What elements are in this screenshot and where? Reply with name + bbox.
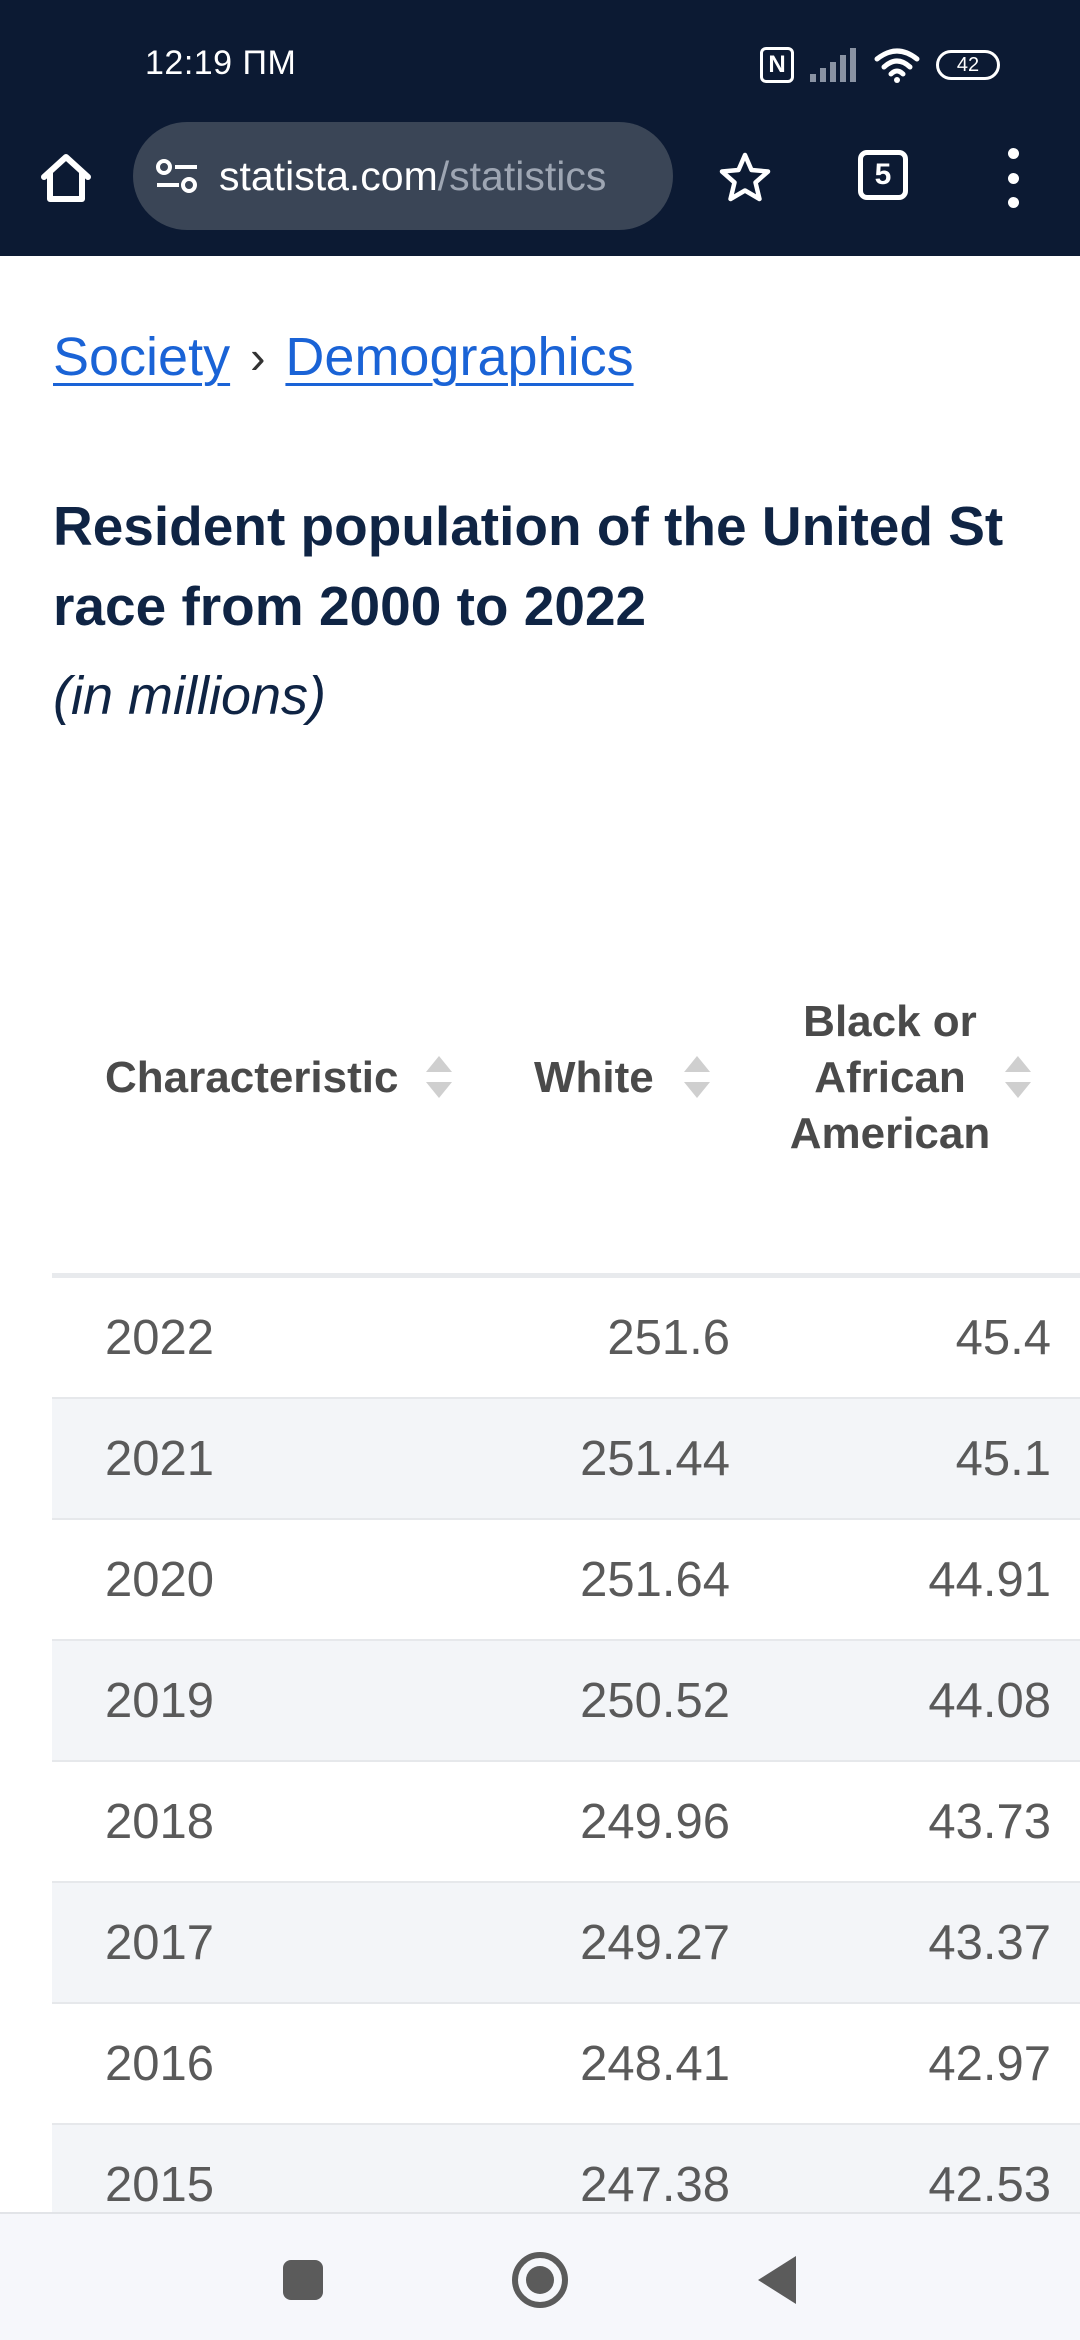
- cell-white: 251.6: [607, 1311, 730, 1365]
- cell-year: 2015: [105, 2158, 215, 2212]
- table-row: 2019 250.52 44.08: [52, 1641, 1080, 1762]
- url-path: /statistics: [437, 152, 607, 199]
- cell-year: 2020: [105, 1553, 215, 1607]
- cell-white: 249.96: [580, 1795, 730, 1849]
- cell-year: 2016: [105, 2037, 215, 2091]
- cell-year: 2018: [105, 1795, 215, 1849]
- page-title: Resident population of the United St rac…: [53, 486, 1080, 646]
- site-settings-icon[interactable]: [155, 154, 199, 198]
- table-row: 2022 251.6 45.4: [52, 1278, 1080, 1399]
- cell-black: 42.97: [928, 2037, 1051, 2091]
- cell-black: 43.73: [928, 1795, 1051, 1849]
- home-icon: [41, 154, 91, 202]
- table-header-divider: [52, 1273, 1080, 1278]
- cell-black: 44.08: [928, 1674, 1051, 1728]
- table-row: 2020 251.64 44.91: [52, 1520, 1080, 1641]
- cell-white: 250.52: [580, 1674, 730, 1728]
- back-button[interactable]: [758, 2256, 796, 2304]
- breadcrumb: Society › Demographics: [53, 326, 634, 388]
- column-header-black-line3: American: [789, 1109, 991, 1158]
- column-header-black-line2: African: [814, 1053, 966, 1102]
- cell-white: 251.64: [580, 1553, 730, 1607]
- cell-white: 249.27: [580, 1916, 730, 1970]
- breadcrumb-society[interactable]: Society: [53, 327, 231, 387]
- column-header-white[interactable]: White: [534, 1053, 654, 1102]
- cell-white: 247.38: [580, 2158, 730, 2212]
- cell-black: 43.37: [928, 1916, 1051, 1970]
- column-header-black-line1: Black or: [803, 997, 977, 1046]
- column-header-characteristic[interactable]: Characteristic: [105, 1053, 399, 1102]
- page-subtitle: (in millions): [53, 666, 327, 726]
- tabs-icon[interactable]: 5: [858, 150, 908, 200]
- column-header-black[interactable]: Black or African American: [770, 994, 1010, 1162]
- cell-white: 251.44: [580, 1432, 730, 1486]
- sort-characteristic-icon[interactable]: [426, 1056, 452, 1098]
- home-button[interactable]: [32, 146, 100, 210]
- data-table-body: 2022 251.6 45.4 2021 251.44 45.1 2020 25…: [52, 1278, 1080, 2246]
- breadcrumb-separator: ›: [250, 331, 266, 383]
- status-time: 12:19 ПМ: [145, 44, 297, 82]
- url-host: statista.com: [219, 152, 438, 199]
- battery-icon: 42: [936, 50, 1000, 80]
- signal-icon: [810, 48, 856, 82]
- page-title-line2: race from 2000 to 2022: [53, 575, 647, 637]
- cell-year: 2022: [105, 1311, 215, 1365]
- browser-top-bar: 12:19 ПМ N 42: [0, 0, 1080, 256]
- breadcrumb-demographics[interactable]: Demographics: [285, 327, 634, 387]
- cell-year: 2019: [105, 1674, 215, 1728]
- cell-year: 2017: [105, 1916, 215, 1970]
- table-row: 2016 248.41 42.97: [52, 2004, 1080, 2125]
- system-navigation-bar: [0, 2212, 1080, 2340]
- cell-black: 42.53: [928, 2158, 1051, 2212]
- status-icons: N 42: [760, 46, 1000, 84]
- sort-black-icon[interactable]: [1005, 1056, 1031, 1098]
- address-bar[interactable]: statista.com/statistics: [133, 122, 673, 230]
- cell-black: 45.4: [955, 1311, 1051, 1365]
- page-title-line1: Resident population of the United St: [53, 495, 1004, 557]
- bookmark-button[interactable]: [716, 148, 774, 206]
- recents-button[interactable]: [283, 2260, 323, 2300]
- nfc-icon: N: [760, 47, 794, 83]
- more-menu-icon[interactable]: [996, 148, 1030, 208]
- table-row: 2018 249.96 43.73: [52, 1762, 1080, 1883]
- cell-black: 44.91: [928, 1553, 1051, 1607]
- cell-white: 248.41: [580, 2037, 730, 2091]
- cell-black: 45.1: [955, 1432, 1051, 1486]
- url-text[interactable]: statista.com/statistics: [219, 153, 606, 200]
- table-row: 2021 251.44 45.1: [52, 1399, 1080, 1520]
- wifi-icon: [874, 48, 920, 83]
- home-nav-button[interactable]: [512, 2252, 568, 2308]
- table-row: 2017 249.27 43.37: [52, 1883, 1080, 2004]
- cell-year: 2021: [105, 1432, 215, 1486]
- sort-white-icon[interactable]: [684, 1056, 710, 1098]
- star-icon: [719, 152, 771, 202]
